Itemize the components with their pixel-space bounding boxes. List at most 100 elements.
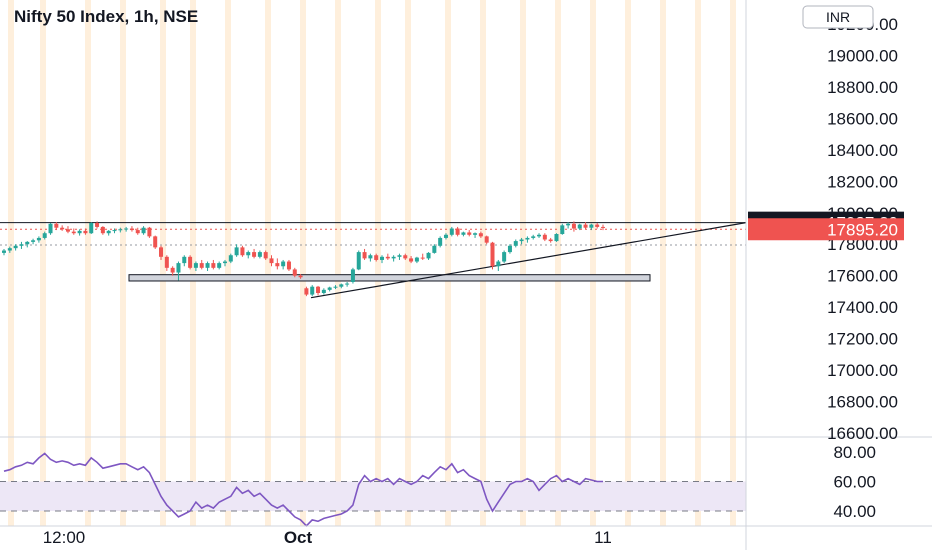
candle-body bbox=[234, 247, 239, 256]
candle bbox=[246, 250, 251, 259]
candle-body bbox=[48, 223, 53, 234]
session-band bbox=[730, 0, 736, 526]
candle bbox=[461, 231, 466, 237]
candle-body bbox=[188, 256, 193, 268]
candle bbox=[397, 253, 402, 260]
candle-body bbox=[176, 263, 181, 273]
candle bbox=[304, 286, 309, 297]
candle bbox=[42, 231, 47, 240]
candle-body bbox=[240, 247, 245, 256]
candle-body bbox=[25, 241, 30, 245]
candle bbox=[71, 228, 76, 235]
candle bbox=[385, 253, 390, 260]
candle-body bbox=[490, 242, 495, 267]
candle-body bbox=[478, 233, 483, 237]
candle-body bbox=[566, 223, 571, 226]
candle bbox=[560, 223, 565, 235]
candle-body bbox=[484, 236, 489, 243]
candle bbox=[292, 267, 297, 278]
session-band bbox=[335, 0, 341, 526]
session-band bbox=[265, 0, 271, 526]
candle-body bbox=[13, 245, 18, 249]
candle-body bbox=[507, 245, 512, 253]
candle bbox=[2, 248, 6, 256]
candle bbox=[263, 250, 268, 260]
candle-body bbox=[496, 261, 501, 267]
candle-body bbox=[112, 230, 117, 232]
candle bbox=[170, 266, 175, 276]
candle-body bbox=[89, 222, 94, 234]
session-band bbox=[520, 0, 526, 526]
candle-body bbox=[333, 286, 338, 288]
candle bbox=[542, 233, 547, 242]
support-zone-rect[interactable] bbox=[128, 274, 651, 282]
candle-body bbox=[467, 232, 472, 235]
candle-body bbox=[542, 234, 547, 240]
price-tick-label: 17000.00 bbox=[827, 361, 898, 380]
candle-body bbox=[502, 252, 507, 262]
candle-body bbox=[455, 228, 460, 235]
candle-body bbox=[2, 250, 6, 253]
rsi-tick-label: 80.00 bbox=[833, 443, 876, 462]
session-band bbox=[590, 0, 596, 526]
candle-body bbox=[118, 229, 123, 231]
candle bbox=[478, 231, 483, 238]
candle bbox=[234, 244, 239, 257]
candle-body bbox=[432, 245, 437, 253]
candle-body bbox=[316, 286, 321, 293]
candle bbox=[455, 226, 460, 237]
trendline[interactable] bbox=[310, 222, 747, 299]
candle-body bbox=[531, 236, 536, 238]
candle-body bbox=[473, 233, 478, 235]
candle bbox=[507, 244, 512, 254]
candle bbox=[595, 222, 600, 229]
candle bbox=[240, 245, 245, 257]
session-band bbox=[405, 0, 411, 526]
session-band bbox=[445, 0, 451, 526]
candle-body bbox=[595, 224, 600, 227]
candle-body bbox=[350, 269, 355, 282]
last-price-tag: 17895.20 bbox=[748, 218, 904, 241]
candle-body bbox=[170, 267, 175, 273]
candle-body bbox=[36, 237, 41, 241]
currency-button[interactable]: INR bbox=[802, 5, 874, 29]
candle bbox=[95, 221, 100, 229]
candle-body bbox=[95, 222, 100, 227]
candle-body bbox=[374, 255, 379, 260]
candle bbox=[252, 248, 257, 259]
candle bbox=[426, 252, 431, 260]
candle-body bbox=[42, 233, 47, 238]
candle bbox=[60, 225, 65, 231]
candle bbox=[159, 245, 164, 260]
candle bbox=[339, 283, 344, 289]
candle bbox=[228, 253, 233, 264]
candle bbox=[380, 255, 385, 264]
candle-body bbox=[438, 237, 443, 246]
candle-body bbox=[164, 256, 169, 268]
candle bbox=[129, 226, 134, 232]
candle-body bbox=[263, 252, 268, 259]
session-band bbox=[8, 0, 14, 526]
candle bbox=[519, 237, 524, 245]
session-band bbox=[85, 0, 91, 526]
candle bbox=[124, 226, 129, 232]
price-tick-label: 18200.00 bbox=[827, 172, 898, 191]
time-axis[interactable]: 12:00 Oct 11 bbox=[43, 528, 612, 547]
candle bbox=[112, 228, 117, 234]
candle bbox=[513, 239, 518, 248]
time-tick-label: 12:00 bbox=[43, 528, 86, 547]
session-band bbox=[695, 0, 701, 526]
candle bbox=[211, 259, 216, 270]
currency-label: INR bbox=[826, 9, 850, 25]
candle bbox=[222, 259, 227, 267]
candle-body bbox=[153, 236, 158, 248]
candle bbox=[13, 244, 18, 251]
candle bbox=[496, 259, 501, 271]
candle-body bbox=[106, 230, 111, 234]
trendline-path[interactable] bbox=[310, 222, 747, 299]
candle-body bbox=[77, 230, 82, 234]
candle bbox=[467, 230, 472, 237]
candle bbox=[414, 256, 419, 264]
candle-body bbox=[368, 255, 373, 259]
